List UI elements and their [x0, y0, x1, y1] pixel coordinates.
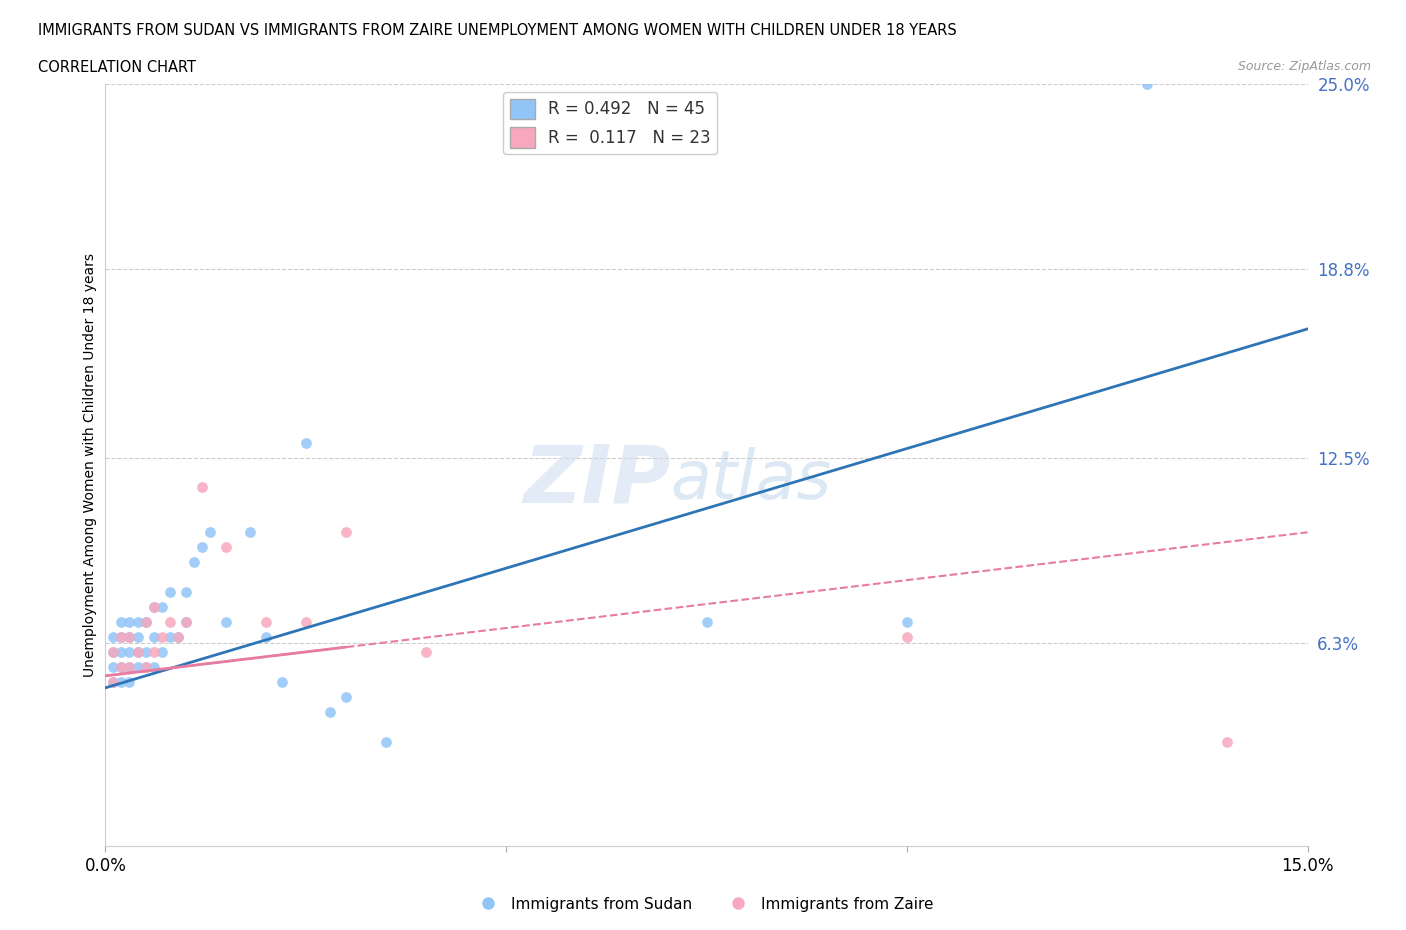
- Point: [110, 615, 132, 630]
- Point: [159, 585, 181, 600]
- Point: [142, 659, 165, 674]
- Point: [254, 615, 277, 630]
- Text: CORRELATION CHART: CORRELATION CHART: [38, 60, 195, 75]
- Legend: Immigrants from Sudan, Immigrants from Zaire: Immigrants from Sudan, Immigrants from Z…: [467, 891, 939, 918]
- Point: [118, 674, 141, 689]
- Point: [159, 630, 181, 644]
- Point: [142, 600, 165, 615]
- Point: [150, 630, 173, 644]
- Point: [118, 630, 141, 644]
- Point: [174, 585, 197, 600]
- Point: [110, 644, 132, 659]
- Point: [159, 615, 181, 630]
- Point: [127, 659, 149, 674]
- Point: [127, 644, 149, 659]
- Point: [118, 659, 141, 674]
- Point: [150, 644, 173, 659]
- Point: [103, 644, 125, 659]
- Point: [135, 615, 157, 630]
- Point: [190, 539, 212, 554]
- Point: [270, 674, 292, 689]
- Point: [239, 525, 262, 539]
- Point: [135, 659, 157, 674]
- Point: [103, 659, 125, 674]
- Point: [183, 555, 205, 570]
- Point: [110, 659, 132, 674]
- Point: [103, 630, 125, 644]
- Point: [110, 659, 132, 674]
- Point: [696, 615, 718, 630]
- Point: [135, 659, 157, 674]
- Point: [103, 674, 125, 689]
- Point: [118, 644, 141, 659]
- Point: [415, 644, 437, 659]
- Point: [110, 630, 132, 644]
- Point: [254, 630, 277, 644]
- Point: [142, 644, 165, 659]
- Point: [896, 615, 918, 630]
- Point: [135, 644, 157, 659]
- Point: [142, 600, 165, 615]
- Text: atlas: atlas: [671, 447, 831, 513]
- Text: ZIP: ZIP: [523, 441, 671, 519]
- Point: [214, 539, 236, 554]
- Point: [190, 480, 212, 495]
- Point: [103, 674, 125, 689]
- Point: [118, 615, 141, 630]
- Point: [127, 615, 149, 630]
- Point: [214, 615, 236, 630]
- Point: [142, 630, 165, 644]
- Point: [335, 525, 357, 539]
- Point: [198, 525, 221, 539]
- Y-axis label: Unemployment Among Women with Children Under 18 years: Unemployment Among Women with Children U…: [83, 253, 97, 677]
- Text: IMMIGRANTS FROM SUDAN VS IMMIGRANTS FROM ZAIRE UNEMPLOYMENT AMONG WOMEN WITH CHI: IMMIGRANTS FROM SUDAN VS IMMIGRANTS FROM…: [38, 23, 956, 38]
- Point: [295, 615, 318, 630]
- Point: [150, 600, 173, 615]
- Point: [110, 630, 132, 644]
- Point: [335, 689, 357, 704]
- Point: [103, 644, 125, 659]
- Text: Source: ZipAtlas.com: Source: ZipAtlas.com: [1237, 60, 1371, 73]
- Point: [896, 630, 918, 644]
- Point: [127, 630, 149, 644]
- Point: [118, 630, 141, 644]
- Legend: R = 0.492   N = 45, R =  0.117   N = 23: R = 0.492 N = 45, R = 0.117 N = 23: [503, 92, 717, 154]
- Point: [127, 644, 149, 659]
- Point: [319, 704, 342, 719]
- Point: [166, 630, 188, 644]
- Point: [374, 734, 398, 749]
- Point: [166, 630, 188, 644]
- Point: [1136, 76, 1159, 91]
- Point: [110, 674, 132, 689]
- Point: [1216, 734, 1239, 749]
- Point: [135, 615, 157, 630]
- Point: [295, 435, 318, 450]
- Point: [118, 659, 141, 674]
- Point: [174, 615, 197, 630]
- Point: [174, 615, 197, 630]
